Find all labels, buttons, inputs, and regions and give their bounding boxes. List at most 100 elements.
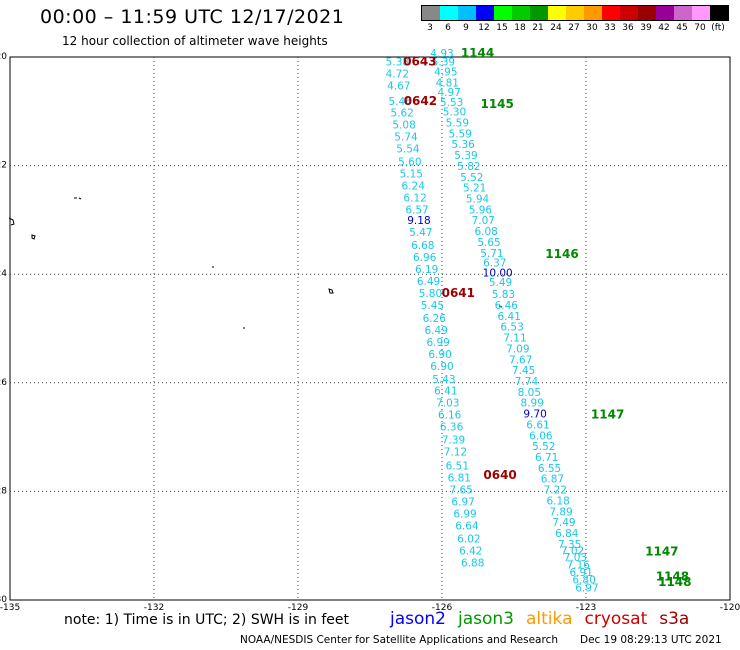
wave-height-value: 6.51 (446, 461, 469, 473)
wave-height-value: 5.71 (480, 248, 503, 260)
legend-swatch (512, 6, 530, 20)
legend-label: 12 (478, 23, 490, 33)
wave-height-value: 5.47 (409, 227, 432, 239)
wave-height-value: 6.88 (461, 557, 484, 569)
wave-height-value: 6.99 (453, 508, 476, 520)
wave-height-value: 7.09 (506, 343, 529, 355)
wave-height-value: 6.87 (541, 474, 564, 486)
wave-height-value: 9.70 (523, 409, 546, 421)
altimeter-tracks: 5.384.724.67 5.465.625.085.745.545.605.15… (386, 48, 599, 594)
wave-height-value: 5.43 (432, 374, 455, 386)
wave-height-value: 7.12 (444, 447, 467, 459)
legend-label: 33 (604, 23, 616, 33)
legend-label: (ft) (711, 23, 725, 33)
wave-height-value: 5.08 (392, 120, 415, 132)
legend-labels: 3 6 9 12 15 18 21 24 27 30 33 36 39 42 45 70 (ft) (421, 21, 729, 35)
wave-height-value: 6.37 (483, 258, 506, 270)
wave-height-value: 5.96 (469, 204, 493, 216)
legend-label: 27 (568, 23, 580, 33)
wave-height-value: 7.02 (561, 545, 584, 557)
latitude-label: -26 (0, 378, 7, 388)
pass-time-label: 1148 (656, 569, 689, 583)
island (74, 197, 82, 200)
latitude-label: -20 (0, 52, 7, 62)
legend-swatch (656, 6, 674, 20)
wave-height-value: 5.65 (477, 237, 500, 249)
pass-time-label: 0643 (403, 55, 436, 69)
legend-swatch (692, 6, 710, 20)
wave-height-value: 7.03 (436, 398, 459, 410)
wave-height-value: 6.97 (451, 497, 474, 509)
page-title: 00:00 – 11:59 UTC 12/17/2021 (40, 6, 345, 28)
wave-height-value: 5.21 (463, 183, 486, 195)
pass-time-label: 1148 (658, 575, 691, 589)
map-frame (9, 56, 731, 601)
legend-label: 70 (694, 23, 706, 33)
wave-height-value: 6.49 (425, 325, 448, 337)
pass-time-label: 0640 (483, 468, 516, 482)
wave-height-value: 7.89 (549, 506, 572, 518)
legend-swatch (494, 6, 512, 20)
wave-height-value: 8.99 (521, 398, 544, 410)
generated-timestamp: Dec 19 08:29:13 UTC 2021 (580, 634, 722, 646)
wave-height-value: 6.80 (572, 575, 595, 587)
wave-height-value: 6.57 (405, 204, 428, 216)
wave-height-value: 5.15 (400, 169, 423, 181)
wave-height-value: 6.55 (538, 463, 561, 475)
wave-height-value: 5.30 (443, 107, 466, 119)
wave-height-value: 6.46 (495, 300, 519, 312)
wave-height-value: 7.11 (503, 333, 526, 345)
longitude-label: -123 (576, 603, 596, 613)
legend-label: 3 (427, 23, 433, 33)
legend-swatch (584, 6, 602, 20)
wave-height-value: 4.81 (436, 77, 459, 89)
wave-height-value: 9.18 (407, 215, 430, 227)
wave-height-value: 7.35 (558, 539, 581, 551)
wave-height-value: 7.49 (552, 517, 575, 529)
wave-height-value: 7.67 (509, 354, 532, 366)
island (328, 288, 334, 294)
wave-height-value: 6.41 (498, 311, 521, 323)
wave-height-value: 5.74 (394, 132, 418, 144)
wave-height-value: 6.08 (474, 226, 497, 238)
graticule (10, 57, 730, 600)
legend-swatch (422, 6, 440, 20)
wave-height-value: 6.64 (455, 520, 479, 532)
satellite-name-altika: altika (526, 609, 573, 629)
wave-height-value: 7.74 (515, 376, 539, 388)
wave-height-value: 6.18 (546, 495, 569, 507)
wave-height-value: 7.22 (544, 485, 567, 497)
wave-height-value: 6.42 (459, 545, 482, 557)
wave-height-value: 6.96 (413, 252, 437, 264)
wave-height-value: 6.90 (430, 361, 453, 373)
legend-label: 18 (514, 23, 526, 33)
legend-label: 9 (463, 23, 469, 33)
legend-swatch (710, 6, 728, 20)
pass-time-label: 0641 (442, 286, 475, 300)
legend-swatch (602, 6, 620, 20)
wave-height-value: 6.84 (555, 528, 579, 540)
islands (8, 197, 503, 329)
longitude-label: -126 (432, 603, 453, 613)
wave-height-value: 4.93 (430, 48, 453, 60)
page-subtitle: 12 hour collection of altimeter wave hei… (62, 34, 328, 48)
legend-label: 6 (445, 23, 451, 33)
wave-height-value: 6.12 (403, 192, 426, 204)
wave-height-value: 6.97 (575, 582, 598, 594)
credit-text: NOAA/NESDIS Center for Satellite Applica… (240, 634, 558, 646)
wave-height-value: 7.39 (442, 435, 465, 447)
wave-height-value: 5.52 (460, 172, 483, 184)
legend-label: 15 (496, 23, 508, 33)
wave-height-value: 5.39 (454, 150, 477, 162)
wave-height-value: 5.36 (451, 139, 475, 151)
satellite-name-cryosat: cryosat (584, 609, 648, 629)
pass-time-label: 0642 (404, 94, 437, 108)
island (8, 217, 15, 226)
wave-height-value: 7.45 (512, 365, 535, 377)
wave-height-value: 5.52 (532, 441, 555, 453)
longitude-label: -132 (144, 603, 164, 613)
wave-height-value: 5.80 (419, 288, 442, 300)
wave-height-value: 6.99 (426, 337, 449, 349)
wave-height-value: 6.49 (417, 276, 440, 288)
pass-time-label: 1147 (645, 544, 678, 558)
